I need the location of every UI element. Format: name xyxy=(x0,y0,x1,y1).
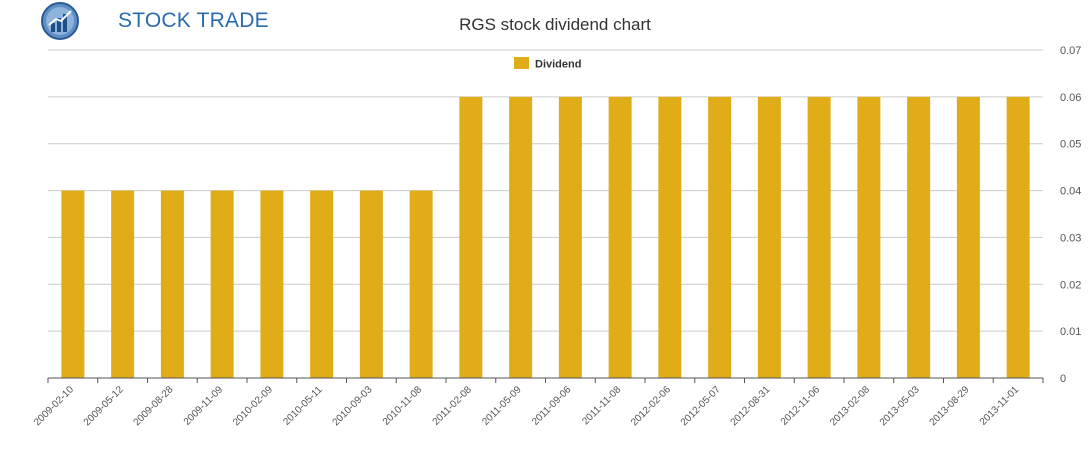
bar[interactable] xyxy=(907,96,931,378)
x-tick-label: 2011-05-09 xyxy=(480,384,524,428)
y-tick-label: 0.02 xyxy=(1060,279,1081,291)
y-tick-label: 0.04 xyxy=(1060,186,1081,198)
legend[interactable]: Dividend xyxy=(514,57,581,71)
x-tick-label: 2012-05-07 xyxy=(679,384,723,428)
bar-series xyxy=(61,96,1030,378)
bar[interactable] xyxy=(160,190,184,378)
x-tick-labels: 2009-02-10 2009-05-12 2009-08-28 2009-11-09… xyxy=(32,384,1022,428)
x-tick-label: 2011-11-08 xyxy=(580,384,623,427)
x-tick-label: 2010-11-08 xyxy=(381,384,425,428)
bar[interactable] xyxy=(608,96,632,378)
bar[interactable] xyxy=(807,96,831,378)
x-tick-label: 2012-08-31 xyxy=(729,384,773,428)
x-tick-label: 2010-05-11 xyxy=(281,384,325,428)
x-tick-label: 2009-02-10 xyxy=(32,384,76,428)
y-tick-label: 0.01 xyxy=(1060,326,1081,338)
x-tick-label: 2013-08-29 xyxy=(928,384,972,428)
bar[interactable] xyxy=(359,190,383,378)
logo-text: STOCK TRADERS xyxy=(118,9,268,32)
x-tick-label: 2009-11-09 xyxy=(182,384,226,428)
bar[interactable] xyxy=(857,96,881,378)
bar[interactable] xyxy=(956,96,980,378)
legend-swatch xyxy=(514,57,529,69)
bar[interactable] xyxy=(459,96,483,378)
x-tick-label: 2009-05-12 xyxy=(82,384,126,428)
bar[interactable] xyxy=(757,96,781,378)
x-axis xyxy=(47,377,1044,383)
x-tick-label: 2012-11-06 xyxy=(779,384,823,428)
x-tick-label: 2012-02-06 xyxy=(629,384,673,428)
x-tick-label: 2010-09-03 xyxy=(331,384,375,428)
x-tick-label: 2011-02-08 xyxy=(431,384,475,428)
x-tick-label: 2013-11-01 xyxy=(978,384,1022,428)
x-tick-label: 2010-02-09 xyxy=(231,384,275,428)
x-tick-label: 2009-08-28 xyxy=(132,384,176,428)
y-tick-label: 0.05 xyxy=(1060,139,1081,151)
chart-title: RGS stock dividend chart xyxy=(459,15,651,34)
bar[interactable] xyxy=(61,190,85,378)
bar[interactable] xyxy=(210,190,234,378)
legend-label: Dividend xyxy=(535,59,581,71)
x-tick-label: 2013-05-03 xyxy=(878,384,922,428)
bar[interactable] xyxy=(310,190,334,378)
y-tick-label: 0 xyxy=(1060,373,1066,385)
stock-traders-logo[interactable]: STOCK TRADERS xyxy=(38,0,268,42)
bar[interactable] xyxy=(708,96,732,378)
y-tick-label: 0.06 xyxy=(1060,92,1081,104)
bar[interactable] xyxy=(409,190,433,378)
bar[interactable] xyxy=(260,190,284,378)
bar[interactable] xyxy=(658,96,682,378)
bar[interactable] xyxy=(558,96,582,378)
bar[interactable] xyxy=(509,96,533,378)
x-tick-label: 2011-09-06 xyxy=(530,384,574,428)
grid-lines xyxy=(48,49,1043,332)
bar[interactable] xyxy=(111,190,135,378)
y-tick-label: 0.07 xyxy=(1060,45,1081,57)
y-axis: 0 0.01 0.02 0.03 0.04 0.05 0.06 0.07 xyxy=(1060,45,1081,385)
y-tick-label: 0.03 xyxy=(1060,232,1081,244)
logo-globe-icon xyxy=(41,2,79,40)
bar[interactable] xyxy=(1006,96,1030,378)
x-tick-label: 2013-02-08 xyxy=(828,384,872,428)
